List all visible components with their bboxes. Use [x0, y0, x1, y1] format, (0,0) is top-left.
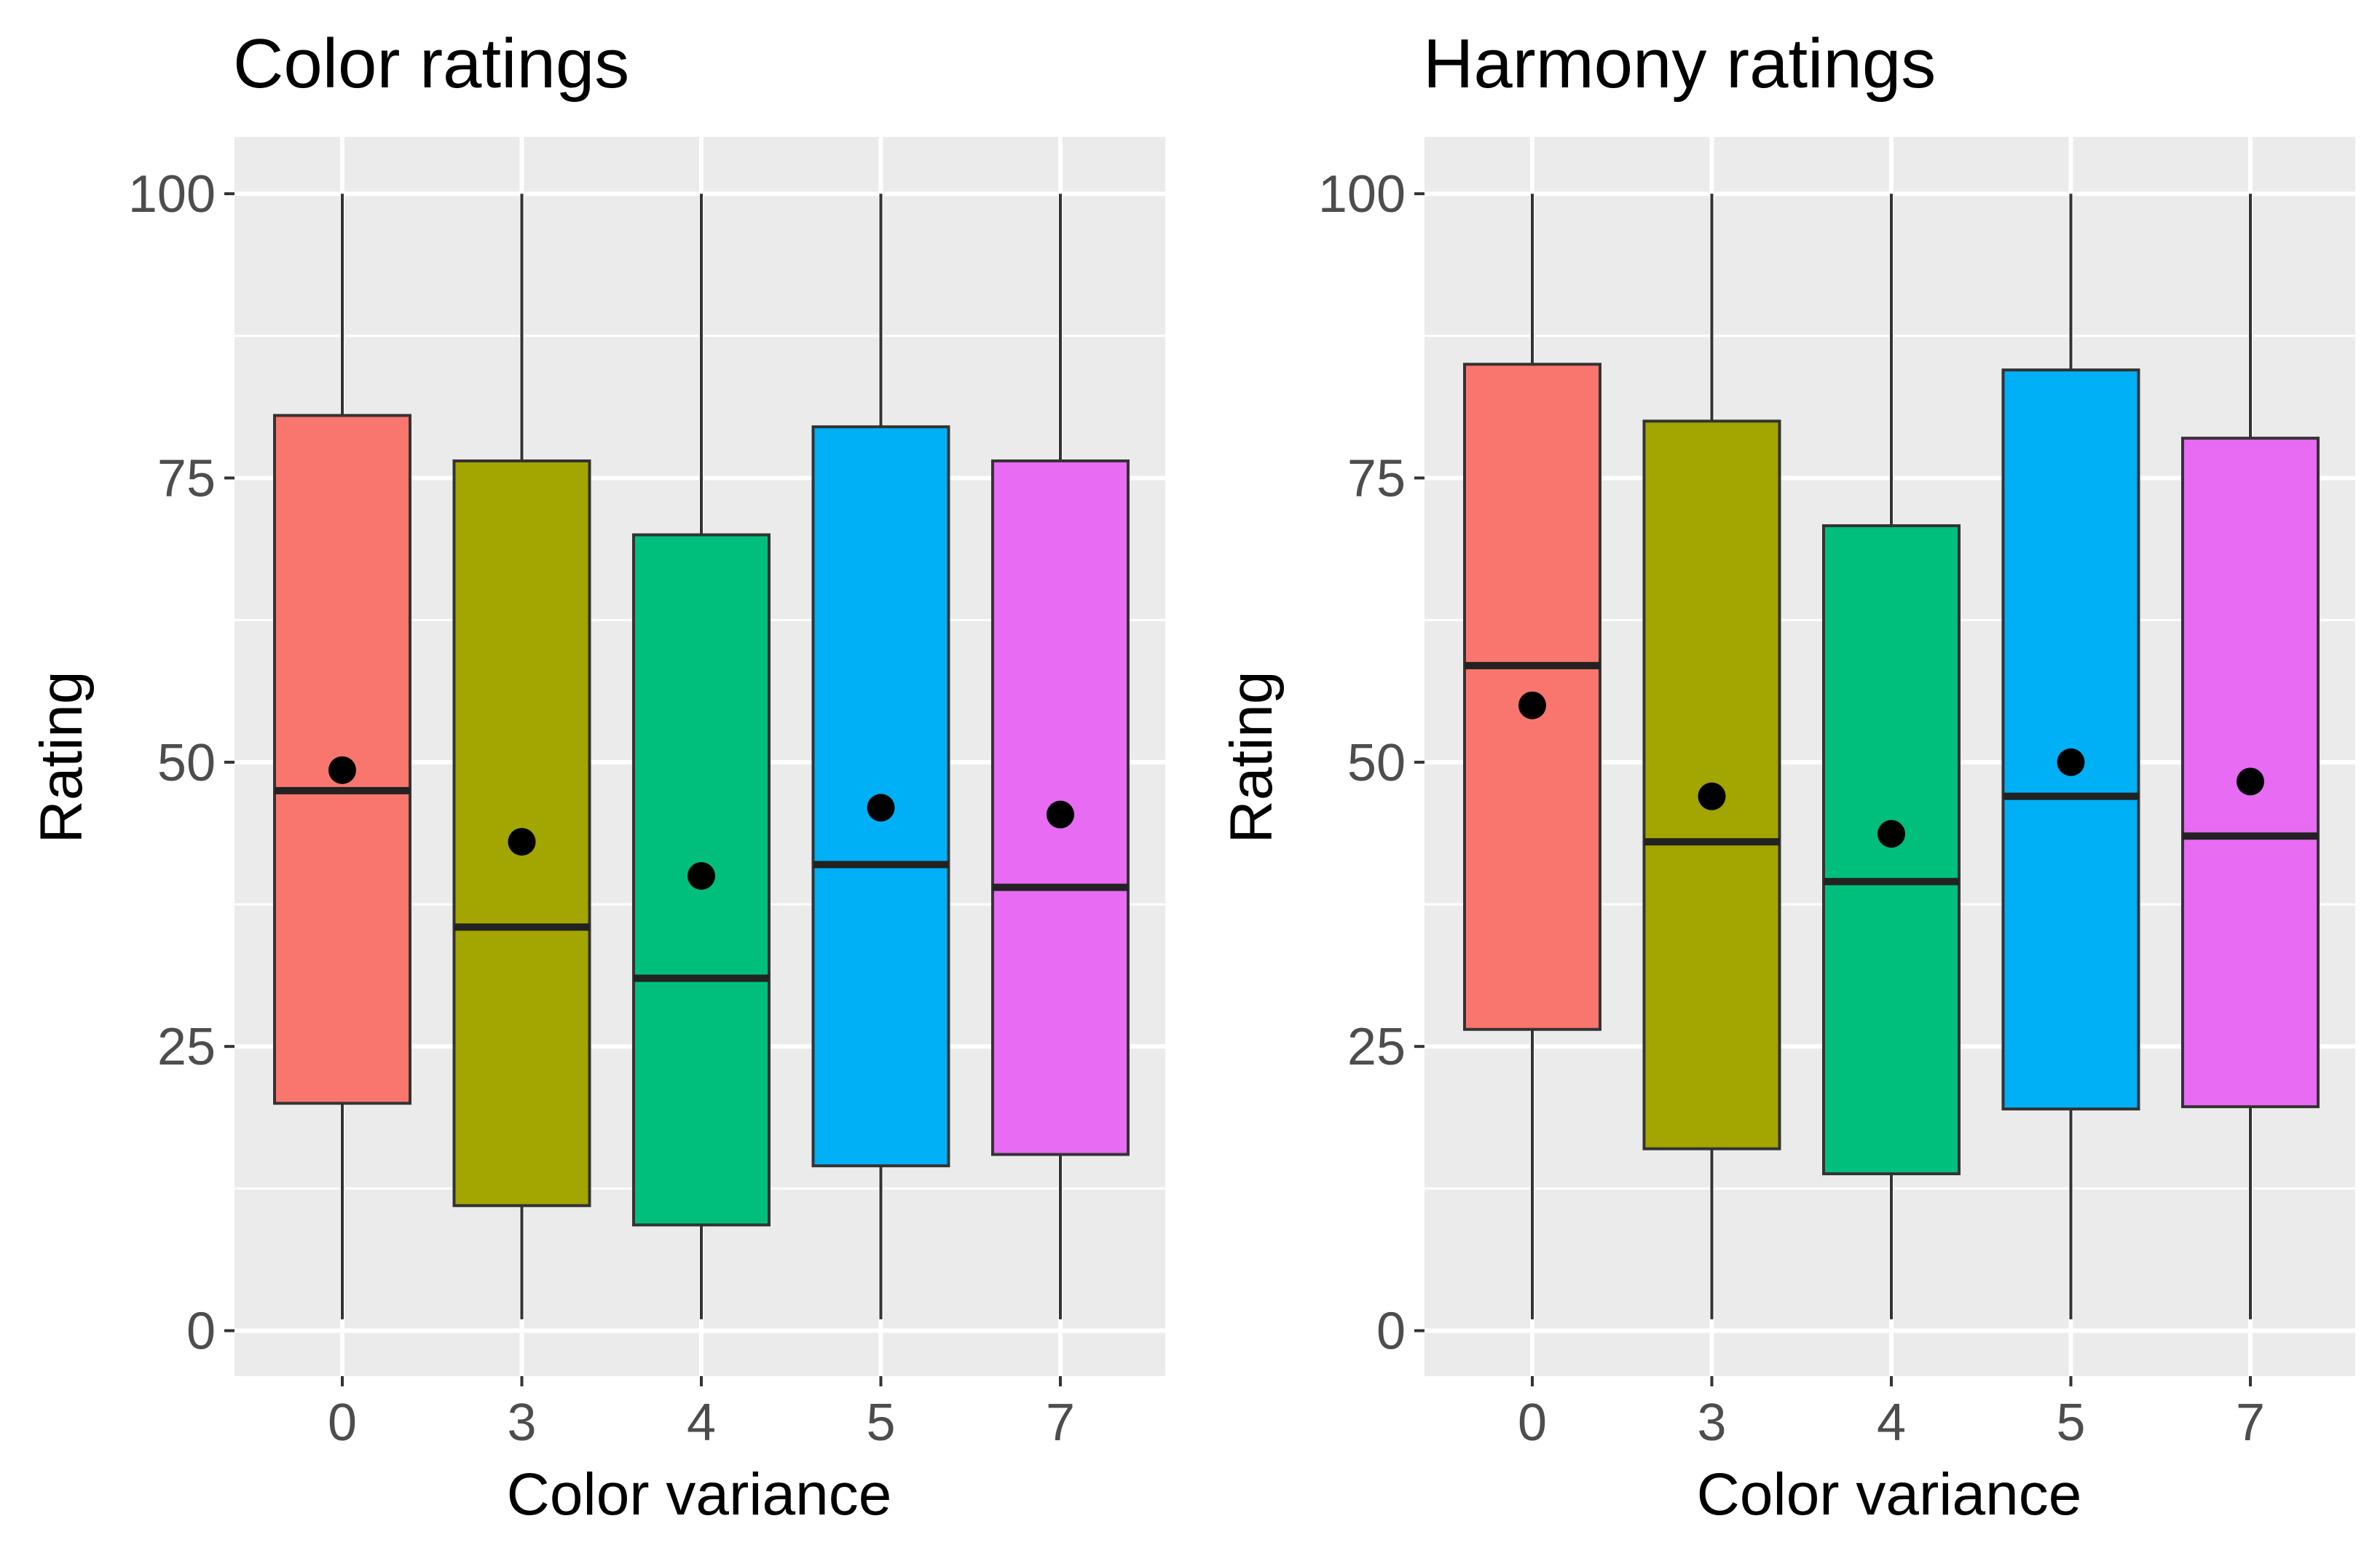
y-tick-label: 0 — [186, 1303, 216, 1361]
mean-point — [1698, 782, 1726, 810]
y-axis-title: Rating — [1218, 671, 1285, 843]
mean-point — [687, 861, 715, 890]
plot-area: 0 25 50 75 100 0 3 4 5 7 — [1318, 137, 2355, 1452]
x-axis-title: Color variance — [1697, 1461, 2082, 1528]
box-3 — [1642, 194, 1781, 1319]
iqr-box — [2001, 368, 2140, 1111]
x-tick-label: 7 — [1046, 1394, 1075, 1452]
x-tick-label: 7 — [2236, 1394, 2265, 1452]
plot-area: 0 25 50 75 100 0 3 4 5 7 — [128, 137, 1165, 1452]
chart-title: Harmony ratings — [1423, 25, 1936, 103]
box-0 — [273, 194, 411, 1319]
box-0 — [1463, 194, 1601, 1319]
x-axis-title: Color variance — [507, 1461, 892, 1528]
mean-point — [867, 794, 895, 822]
chart-title: Color ratings — [233, 25, 629, 103]
y-tick-label: 100 — [1318, 165, 1406, 224]
x-tick-label: 4 — [1877, 1394, 1906, 1452]
y-tick-label: 100 — [128, 165, 216, 224]
x-tick-label: 5 — [866, 1394, 895, 1452]
box-7 — [991, 194, 1130, 1319]
iqr-box — [1822, 524, 1961, 1176]
mean-point — [1877, 820, 1905, 848]
y-tick-label: 25 — [1347, 1018, 1406, 1076]
box-5 — [2001, 194, 2140, 1319]
mean-point — [2057, 748, 2085, 776]
harmony-ratings-panel: Harmony ratings 0 25 50 75 100 0 3 4 5 7 Color va… — [1190, 0, 2380, 1548]
x-tick-label: 5 — [2056, 1394, 2085, 1452]
harmony-ratings-chart: Harmony ratings 0 25 50 75 100 0 3 4 5 7 Color va… — [1218, 25, 2355, 1528]
box-5 — [811, 194, 950, 1319]
mean-point — [328, 756, 356, 784]
mean-point — [1047, 800, 1074, 829]
y-tick-label: 50 — [157, 734, 216, 792]
mean-point — [508, 828, 536, 856]
y-tick-label: 50 — [1347, 734, 1406, 792]
mean-point — [1518, 691, 1546, 719]
y-tick-label: 0 — [1376, 1303, 1406, 1361]
box-3 — [452, 194, 591, 1319]
mean-point — [2237, 767, 2264, 796]
y-tick-label: 25 — [157, 1018, 216, 1076]
y-tick-label: 75 — [1347, 449, 1406, 508]
y-axis-title: Rating — [28, 671, 95, 843]
x-tick-label: 3 — [507, 1394, 536, 1452]
box-4 — [1822, 194, 1961, 1319]
box-4 — [632, 194, 771, 1319]
y-tick-label: 75 — [157, 449, 216, 508]
x-tick-label: 0 — [328, 1394, 357, 1452]
color-ratings-panel: Color ratings 0 25 50 75 100 0 3 4 5 7 Color vari… — [28, 25, 1165, 1528]
x-tick-label: 3 — [1697, 1394, 1726, 1452]
color-ratings-chart: Color ratings 0 25 50 75 100 0 3 4 5 7 Color vari… — [28, 25, 1165, 1528]
x-tick-label: 0 — [1518, 1394, 1547, 1452]
x-tick-label: 4 — [687, 1394, 716, 1452]
box-7 — [2181, 194, 2320, 1319]
